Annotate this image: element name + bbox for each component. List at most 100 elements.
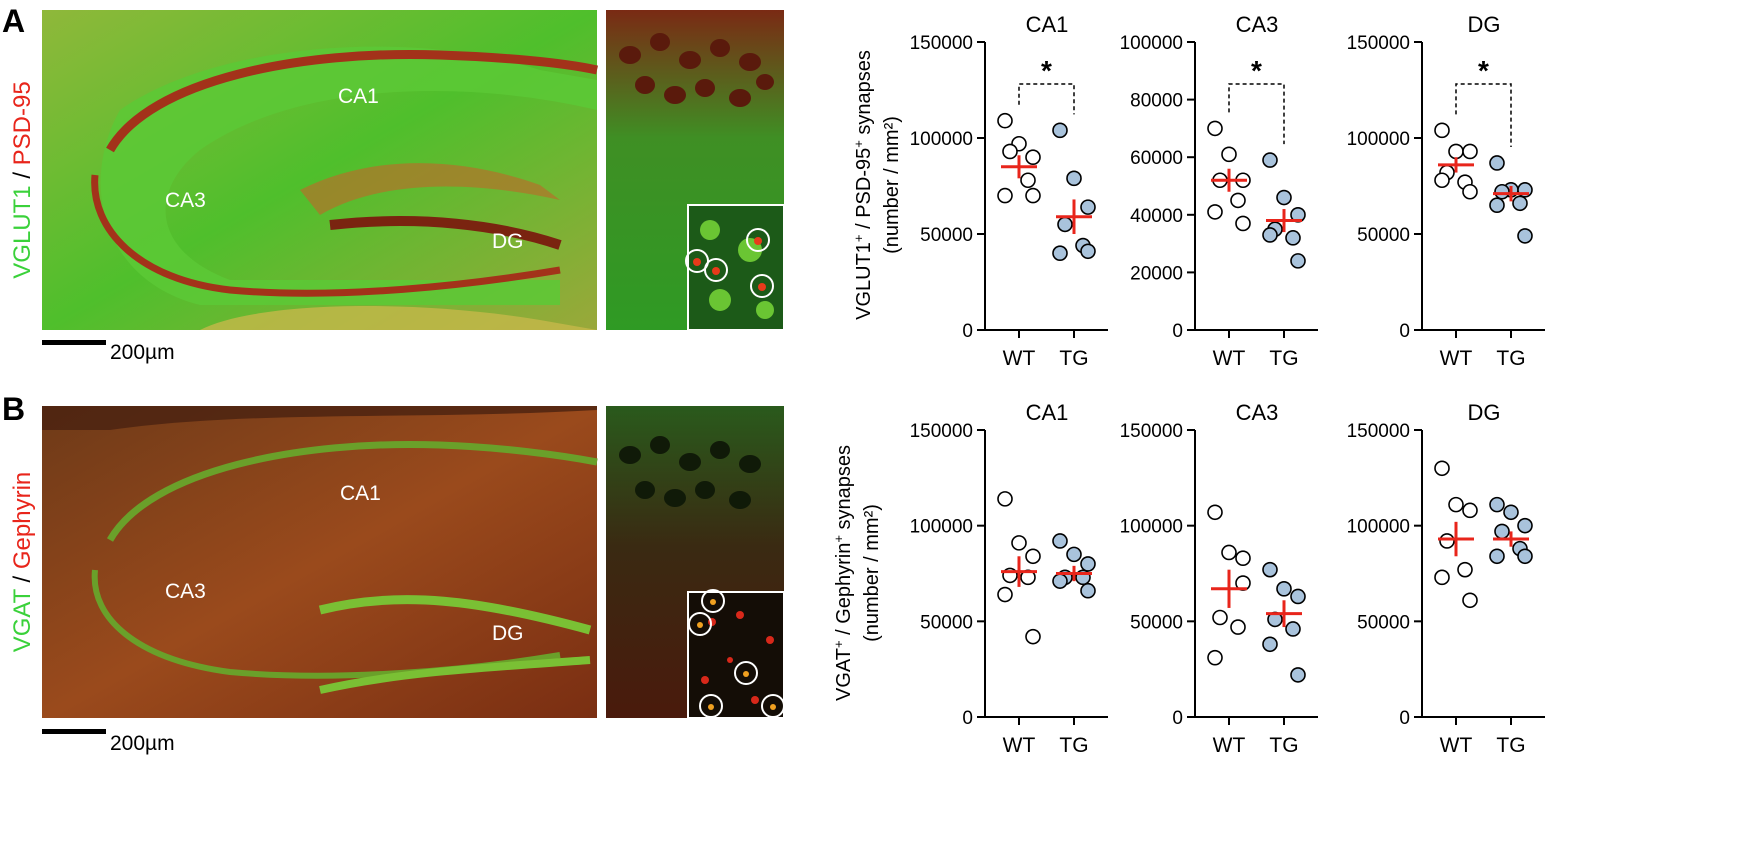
- image-label-a-ca3: CA3: [165, 189, 206, 212]
- significance-bracket: [1018, 83, 1075, 115]
- y-tick-label: 0: [962, 321, 973, 342]
- x-tick-label: TG: [1059, 734, 1088, 757]
- data-point-tg: [1262, 636, 1278, 653]
- significance-star: *: [1478, 55, 1489, 86]
- x-tick-label: TG: [1269, 734, 1298, 757]
- scalebar-a: [42, 340, 106, 345]
- data-point-wt: [997, 586, 1013, 603]
- side-label-a-sep: /: [9, 165, 36, 185]
- y-tick-label: 0: [962, 708, 973, 729]
- x-tick-label: WT: [1213, 734, 1246, 757]
- ylabel-a-part-2: / PSD-95: [853, 148, 875, 235]
- scalebar-label-a: 200µm: [110, 341, 175, 364]
- ylabel-a-sup-2: +: [851, 140, 866, 148]
- image-label-b-ca3: CA3: [165, 580, 206, 603]
- ylabel-b-part-2: / Gephyrin: [833, 543, 855, 641]
- x-tick-label: TG: [1269, 347, 1298, 370]
- data-point-wt: [1025, 187, 1041, 204]
- data-point-wt: [1011, 535, 1027, 551]
- data-point-wt: [1020, 172, 1036, 189]
- side-label-b-sep: /: [9, 569, 36, 589]
- y-tick-label: 0: [1172, 708, 1183, 729]
- chart-2: CA3 0 20000 40000 60000 80000 100000 WT TG *: [1120, 12, 1318, 370]
- y-tick-label: 80000: [1130, 91, 1183, 112]
- data-point-tg: [1080, 556, 1096, 572]
- ylabel-b-part-1: VGAT: [833, 648, 855, 701]
- x-tick-label: WT: [1003, 734, 1036, 757]
- data-point-tg: [1285, 230, 1301, 246]
- ylabel-a-part-1: VGLUT1: [853, 242, 875, 320]
- y-tick-label: 150000: [910, 421, 973, 442]
- data-point-wt: [1462, 183, 1478, 200]
- data-point-wt: [1025, 548, 1041, 565]
- ylabel-a-units: (number / mm²): [881, 116, 903, 254]
- x-tick-label: WT: [1440, 347, 1473, 370]
- data-point-wt: [1439, 533, 1455, 549]
- data-point-tg: [1262, 227, 1278, 243]
- data-point-tg: [1517, 548, 1533, 565]
- data-point-tg: [1512, 195, 1528, 212]
- chart-3: DG 0 50000 100000 150000 WT TG *: [1347, 12, 1545, 370]
- data-point-tg: [1489, 155, 1505, 171]
- side-label-a-green: VGLUT1: [9, 185, 36, 278]
- data-point-wt: [1221, 146, 1237, 163]
- y-tick-label: 50000: [1130, 612, 1183, 633]
- data-point-wt: [1462, 592, 1478, 609]
- chart-4: CA1 0 50000 100000 150000 WT TG: [910, 400, 1108, 757]
- side-label-a-red: PSD-95: [9, 81, 36, 165]
- data-point-wt: [997, 491, 1013, 507]
- data-point-wt: [1434, 569, 1450, 586]
- y-tick-label: 50000: [920, 612, 973, 633]
- data-point-wt: [1434, 122, 1450, 139]
- data-point-wt: [1448, 143, 1464, 160]
- image-label-b-ca1: CA1: [340, 482, 381, 505]
- data-point-tg: [1057, 216, 1073, 233]
- x-tick-label: TG: [1059, 347, 1088, 370]
- data-point-tg: [1290, 667, 1306, 683]
- data-point-tg: [1290, 253, 1306, 269]
- y-tick-label: 100000: [1120, 33, 1183, 54]
- data-point-wt: [1207, 120, 1223, 137]
- chart-5: CA3 0 50000 100000 150000 WT TG: [1120, 400, 1318, 757]
- data-point-wt: [1434, 172, 1450, 189]
- data-point-tg: [1517, 517, 1533, 534]
- y-tick-label: 0: [1399, 321, 1410, 342]
- zoom-image-b: [606, 406, 785, 719]
- data-point-tg: [1290, 588, 1306, 605]
- data-point-wt: [1462, 143, 1478, 160]
- data-point-wt: [1025, 628, 1041, 645]
- data-point-tg: [1052, 122, 1068, 139]
- significance-bracket: [1228, 83, 1285, 145]
- y-tick-label: 150000: [1347, 33, 1410, 54]
- panel-b: B VGAT / Gephyrin CA1 CA3 DG 200µm: [2, 391, 883, 755]
- data-point-wt: [1207, 649, 1223, 666]
- data-point-wt: [1207, 204, 1223, 220]
- data-point-wt: [1235, 550, 1251, 566]
- y-tick-label: 100000: [910, 129, 973, 150]
- panel-letter-a: A: [2, 3, 25, 39]
- data-point-wt: [1457, 561, 1473, 578]
- ylabel-b: VGAT+ / Gephyrin+ synapses: [831, 445, 856, 701]
- ylabel-b-sup-1: +: [831, 640, 846, 648]
- ylabel-b-part-3: synapses: [833, 445, 855, 535]
- ylabel-a: VGLUT1+ / PSD-95+ synapses: [851, 50, 876, 320]
- significance-star: *: [1041, 55, 1052, 86]
- data-point-tg: [1066, 170, 1082, 187]
- chart-title: CA3: [1236, 400, 1279, 425]
- y-tick-label: 50000: [1357, 612, 1410, 633]
- chart-6: DG 0 50000 100000 150000 WT TG: [1347, 400, 1545, 757]
- y-tick-label: 150000: [1347, 421, 1410, 442]
- chart-title: CA1: [1026, 400, 1069, 425]
- zoom-image-a: [606, 10, 785, 331]
- data-point-wt: [997, 112, 1013, 129]
- y-tick-label: 150000: [1120, 421, 1183, 442]
- panel-letter-b: B: [2, 391, 25, 427]
- data-point-tg: [1489, 548, 1505, 565]
- scalebar-b: [42, 729, 106, 734]
- scatter-charts: CA1 0 50000 100000 150000 WT TG * CA3 0 20000 40000…: [910, 12, 1545, 757]
- side-label-b-red: Gephyrin: [9, 472, 36, 569]
- data-point-wt: [1212, 609, 1228, 626]
- data-point-wt: [1025, 149, 1041, 165]
- y-tick-label: 20000: [1130, 263, 1183, 284]
